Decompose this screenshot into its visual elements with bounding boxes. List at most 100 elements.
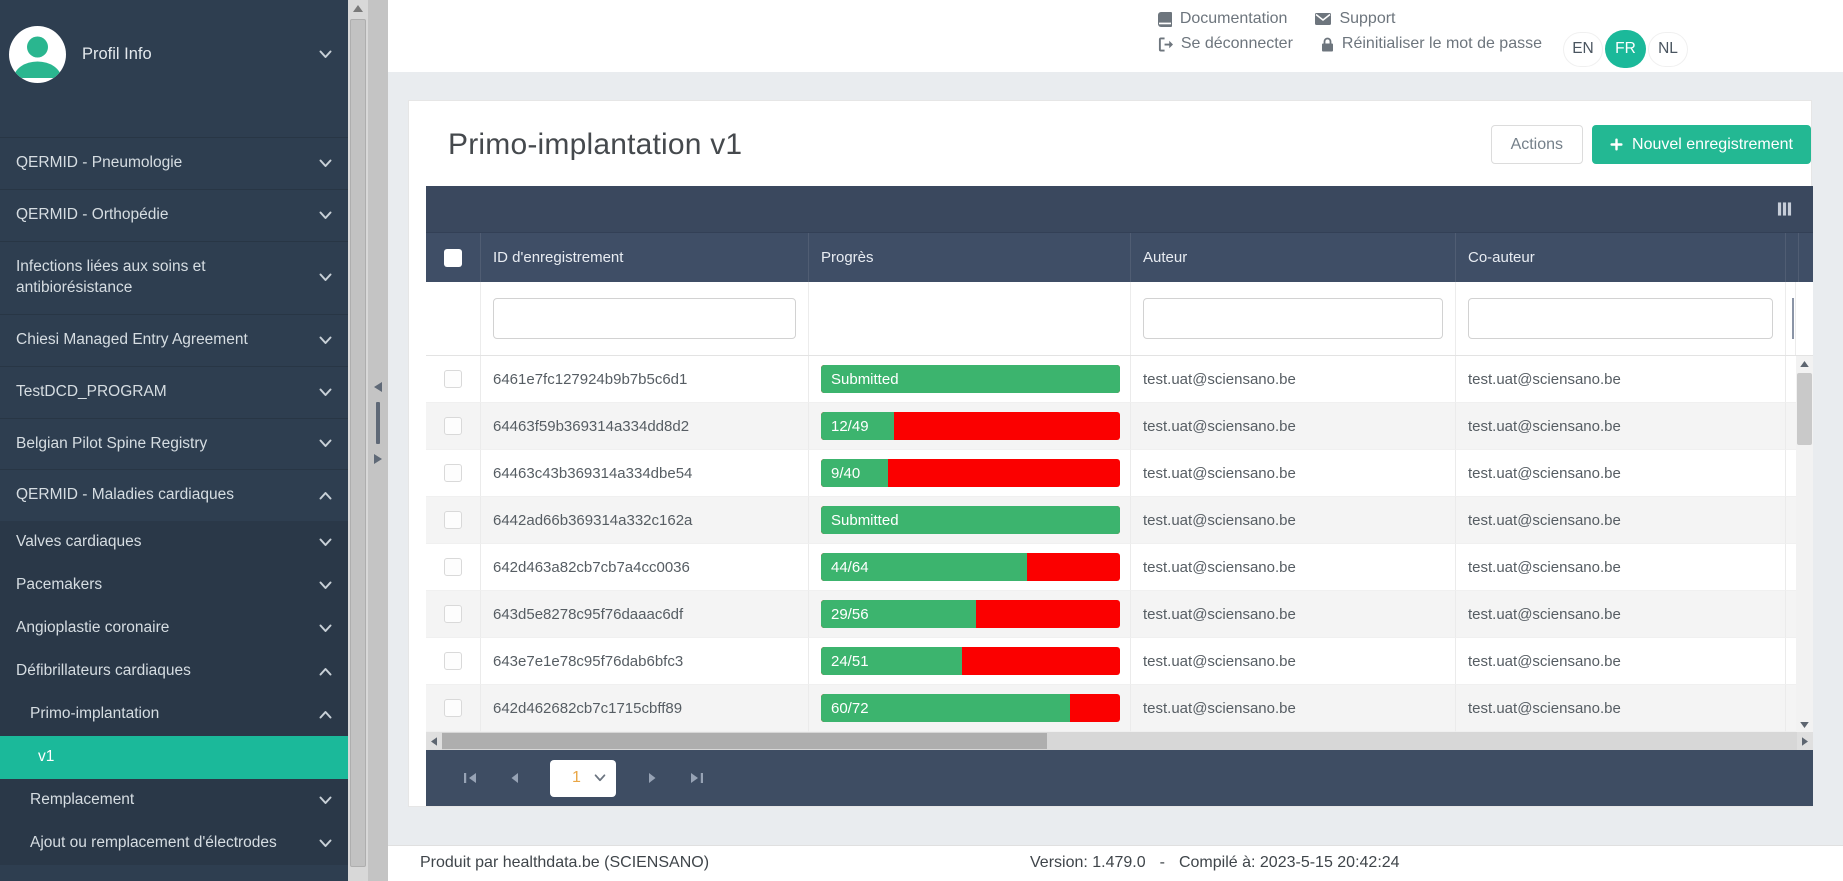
sidebar-item-label: QERMID - Pneumologie [16,154,183,171]
coauthor-cell: test.uat@sciensano.be [1456,450,1786,497]
record-id-cell[interactable]: 64463f59b369314a334dd8d2 [481,403,809,450]
filter-coauthor-input[interactable] [1468,298,1773,339]
progress-bar: 24/51 [821,647,1120,675]
select-all-checkbox[interactable] [444,248,462,267]
sidebar-item-pacemakers[interactable]: Pacemakers [0,564,348,608]
scroll-right-icon[interactable] [1797,732,1813,750]
record-id-cell[interactable]: 6442ad66b369314a332c162a [481,497,809,544]
first-page-button[interactable] [448,761,492,795]
scroll-left-icon[interactable] [426,732,442,750]
collapse-right-icon [374,454,382,464]
row-checkbox[interactable] [444,558,462,576]
sidebar-item-qermid-orthopedie[interactable]: QERMID - Orthopédie [0,188,348,241]
row-checkbox[interactable] [444,605,462,623]
table-row: 6461e7fc127924b9b7b5c6d1 Submitted test.… [426,356,1796,403]
column-header-id[interactable]: ID d'enregistrement [481,233,809,282]
sidebar-item-ajout-ou-remplacement-d-electrodes[interactable]: Ajout ou remplacement d'électrodes [0,821,348,865]
scroll-up-icon[interactable] [348,0,368,16]
sidebar-item-qermid-pneumologie[interactable]: QERMID - Pneumologie [0,137,348,189]
row-checkbox[interactable] [444,652,462,670]
documentation-link[interactable]: Documentation [1157,10,1288,28]
table-row: 643e7e1e78c95f76dab6bfc3 24/51 test.uat@… [426,638,1796,685]
column-header-coauthor[interactable]: Co-auteur [1456,233,1786,282]
record-id-cell[interactable]: 643e7e1e78c95f76dab6bfc3 [481,638,809,685]
logout-link[interactable]: Se déconnecter [1158,35,1293,53]
progress-cell: 12/49 [809,403,1131,450]
author-cell: test.uat@sciensano.be [1131,497,1456,544]
footer-separator: - [1159,854,1165,871]
sidebar-item-label: Défibrillateurs cardiaques [16,662,191,680]
record-id-cell[interactable]: 643d5e8278c95f76daaac6df [481,591,809,638]
columns-icon[interactable] [1777,201,1792,217]
table-horizontal-scrollbar[interactable] [426,732,1813,750]
sidebar-item-testdcd-program[interactable]: TestDCD_PROGRAM [0,365,348,418]
sidebar-item-angioplastie-coronaire[interactable]: Angioplastie coronaire [0,607,348,651]
progress-bar: 44/64 [821,553,1120,581]
sidebar-item-qermid-maladies-cardiaques[interactable]: QERMID - Maladies cardiaques [0,469,348,521]
row-checkbox[interactable] [444,699,462,717]
filter-id-input[interactable] [493,298,796,339]
sidebar-scrollbar[interactable] [348,0,368,881]
sidebar-item-remplacement[interactable]: Remplacement [0,778,348,822]
record-id-cell[interactable]: 6461e7fc127924b9b7b5c6d1 [481,356,809,403]
support-link[interactable]: Support [1315,10,1396,28]
previous-page-button[interactable] [492,761,536,795]
sidebar-item-v1[interactable]: v1 [0,735,348,779]
panel-splitter[interactable] [368,0,388,881]
row-sliver-cell [1786,638,1796,685]
chevron-up-icon [319,491,332,500]
grid-filter-row [426,282,1813,356]
filter-author-input[interactable] [1143,298,1443,339]
sidebar-item-chiesi-managed-entry-agreement[interactable]: Chiesi Managed Entry Agreement [0,313,348,366]
reset-password-link[interactable]: Réinitialiser le mot de passe [1321,35,1542,53]
record-id-cell[interactable]: 64463c43b369314a334dbe54 [481,450,809,497]
chevron-down-icon [319,211,332,220]
actions-button[interactable]: Actions [1490,125,1584,164]
row-checkbox-cell [426,638,481,685]
grid-body: 6461e7fc127924b9b7b5c6d1 Submitted test.… [426,356,1813,732]
link-label: Documentation [1179,10,1288,27]
progress-bar: 29/56 [821,600,1120,628]
lang-fr-button[interactable]: FR [1605,30,1646,68]
sidebar-item-belgian-pilot-spine-registry[interactable]: Belgian Pilot Spine Registry [0,417,348,470]
lang-nl-button[interactable]: NL [1649,32,1687,66]
row-checkbox[interactable] [444,464,462,482]
record-id-cell[interactable]: 642d463a82cb7cb7a4cc0036 [481,544,809,591]
column-header-progress[interactable]: Progrès [809,233,1131,282]
coauthor-cell: test.uat@sciensano.be [1456,497,1786,544]
row-sliver-cell [1786,403,1796,450]
vscroll-thumb[interactable] [1797,373,1812,445]
lang-en-button[interactable]: EN [1564,32,1602,66]
sidebar-item-valves-cardiaques[interactable]: Valves cardiaques [0,521,348,565]
last-page-button[interactable] [674,761,718,795]
scroll-down-icon[interactable] [1796,717,1813,732]
row-checkbox[interactable] [444,417,462,435]
filter-sliver-cell [1786,282,1796,355]
hscroll-thumb[interactable] [442,733,1047,749]
column-header-author[interactable]: Auteur [1131,233,1456,282]
scroll-up-icon[interactable] [1796,356,1813,371]
sidebar-scrollbar-thumb[interactable] [350,19,366,867]
record-id-cell[interactable]: 642d462682cb7c1715cbff89 [481,685,809,732]
select-all-cell [426,233,481,282]
table-vertical-scrollbar[interactable] [1796,356,1813,732]
sidebar-item-defibrillateurs-cardiaques[interactable]: Défibrillateurs cardiaques [0,650,348,694]
filter-cap-cell [1796,282,1820,355]
sidebar-profile[interactable]: Profil Info [0,0,348,103]
row-checkbox[interactable] [444,370,462,388]
chevron-down-icon [319,388,332,397]
new-record-button[interactable]: Nouvel enregistrement [1592,125,1811,164]
row-checkbox-cell [426,591,481,638]
progress-label: 12/49 [831,417,869,435]
profile-label: Profil Info [82,45,152,63]
row-sliver-cell [1786,544,1796,591]
chevron-down-icon [594,774,606,782]
sidebar-item-primo-implantation[interactable]: Primo-implantation [0,693,348,736]
page-select[interactable]: 1 [550,759,616,797]
next-page-button[interactable] [630,761,674,795]
row-checkbox[interactable] [444,511,462,529]
sidebar-item-infections-liees-aux-soins-et-antibioresistance[interactable]: Infections liées aux soins et antibiorés… [0,240,348,314]
sidebar-item-label: QERMID - Maladies cardiaques [16,486,234,504]
chevron-down-icon [319,336,332,345]
